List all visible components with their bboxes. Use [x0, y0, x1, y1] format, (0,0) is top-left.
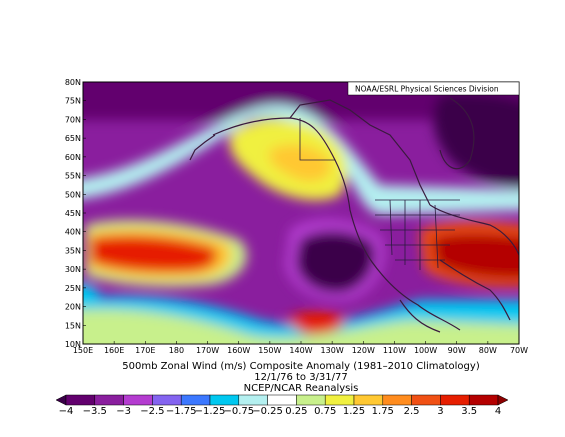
- colorbar-bin: [353, 394, 384, 406]
- colorbar-label: −0.75: [223, 406, 254, 417]
- lat-label: 65N: [65, 134, 81, 143]
- colorbar-label: −1.75: [166, 406, 197, 417]
- colorbar-label: −2.5: [140, 406, 164, 417]
- lon-label: 120W: [352, 346, 375, 355]
- political-borders: [299, 118, 460, 270]
- colorbar-label: 2.5: [404, 406, 420, 417]
- lon-label: 170W: [196, 346, 219, 355]
- colorbar-label: 1.25: [343, 406, 365, 417]
- colorbar-bin: [123, 394, 153, 406]
- caption-line-1: 500mb Zonal Wind (m/s) Composite Anomaly…: [122, 361, 480, 372]
- colorbar-label: −3: [116, 406, 131, 417]
- lat-label: 60N: [65, 153, 81, 162]
- lat-label: 20N: [65, 303, 81, 312]
- colorbar-arrow-right: [497, 394, 509, 406]
- colorbar-bin: [382, 394, 412, 406]
- colorbar-arrow-left: [55, 394, 67, 406]
- lat-label: 50N: [65, 190, 81, 199]
- colorbar-bin: [440, 394, 470, 406]
- colorbar-bin: [468, 394, 499, 406]
- colorbar-label: −0.25: [252, 406, 283, 417]
- lat-label: 15N: [65, 321, 81, 330]
- colorbar-label: 4: [495, 406, 501, 417]
- lon-label: 140W: [289, 346, 312, 355]
- coastlines: [189, 97, 519, 333]
- lon-label: 180: [169, 346, 184, 355]
- lon-label: 130W: [321, 346, 344, 355]
- colorbar: [55, 394, 509, 406]
- lon-label: 160E: [104, 346, 124, 355]
- credit-box: NOAA/ESRL Physical Sciences Division: [347, 81, 520, 96]
- lon-label: 170E: [135, 346, 155, 355]
- colorbar-label: 3: [437, 406, 443, 417]
- lat-label: 35N: [65, 246, 81, 255]
- lat-label: 75N: [65, 97, 81, 106]
- colorbar-bin: [411, 394, 441, 406]
- colorbar-bin: [209, 394, 240, 406]
- lon-label: 150E: [73, 346, 93, 355]
- colorbar-label: 0.25: [285, 406, 307, 417]
- colorbar-bin: [267, 394, 297, 406]
- colorbar-label: −4: [59, 406, 74, 417]
- lon-label: 150W: [258, 346, 281, 355]
- lat-label: 70N: [65, 115, 81, 124]
- lat-label: 80N: [65, 78, 81, 87]
- colorbar-bin: [296, 394, 326, 406]
- colorbar-bin: [65, 394, 96, 406]
- lon-label: 70W: [510, 346, 528, 355]
- latitude-labels: 80N 75N 70N 65N 60N 55N 50N 45N 40N 35N 30N 25N 20N 1…: [65, 78, 86, 349]
- colorbar-bin: [180, 394, 211, 406]
- lat-label: 45N: [65, 209, 81, 218]
- colorbar-labels: −4 −3.5 −3 −2.5 −1.75−1.25−0.75−0.25 0.25 0.75…: [59, 406, 502, 417]
- colorbar-label: −3.5: [83, 406, 107, 417]
- colorbar-label: 0.75: [314, 406, 336, 417]
- colorbar-bin: [238, 394, 268, 406]
- lat-label: 40N: [65, 228, 81, 237]
- colorbar-bin: [152, 394, 182, 406]
- colorbar-label: −1.25: [195, 406, 226, 417]
- caption-line-3: NCEP/NCAR Reanalysis: [244, 383, 359, 394]
- lon-label: 160W: [227, 346, 250, 355]
- lat-label: 55N: [65, 172, 81, 181]
- colorbar-label: 3.5: [461, 406, 477, 417]
- lon-label: 90W: [448, 346, 466, 355]
- longitude-labels: 150E 160E 170E 180 170W 160W 150W 140W 130W 120W 1…: [73, 341, 528, 355]
- colorbar-bin: [94, 394, 124, 406]
- lon-label: 100W: [414, 346, 437, 355]
- lat-label: 25N: [65, 284, 81, 293]
- colorbar-label: 1.75: [372, 406, 394, 417]
- lon-label: 110W: [383, 346, 406, 355]
- anomaly-map: [83, 82, 519, 344]
- lon-label: 80W: [479, 346, 497, 355]
- lat-label: 30N: [65, 265, 81, 274]
- lat-label: 10N: [65, 340, 81, 349]
- caption-line-2: 12/1/76 to 3/31/77: [254, 372, 348, 383]
- credit-text: NOAA/ESRL Physical Sciences Division: [355, 85, 499, 94]
- colorbar-bin: [324, 394, 355, 406]
